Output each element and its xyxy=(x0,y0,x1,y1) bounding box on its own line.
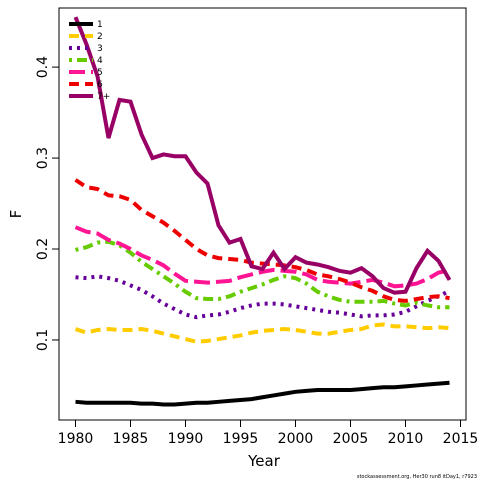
x-tick-label: 1980 xyxy=(58,431,94,447)
legend-label: 7+ xyxy=(97,92,110,102)
x-tick-label: 2010 xyxy=(388,431,424,447)
legend-label: 3 xyxy=(97,44,103,54)
legend-label: 6 xyxy=(97,80,103,90)
x-tick-label: 1985 xyxy=(113,431,149,447)
x-axis-label: Year xyxy=(247,452,281,470)
y-tick-label: 0.4 xyxy=(35,56,51,78)
footnote: stockassessment.org, Her30 run8 itDay1, … xyxy=(357,474,477,480)
y-tick-label: 0.1 xyxy=(35,329,51,351)
x-tick-label: 2005 xyxy=(333,431,369,447)
x-tick-label: 1995 xyxy=(223,431,259,447)
legend-label: 5 xyxy=(97,68,103,78)
series-line xyxy=(73,16,452,295)
x-tick-label: 2000 xyxy=(278,431,314,447)
y-tick-label: 0.3 xyxy=(35,147,51,169)
legend-label: 2 xyxy=(97,32,103,42)
series-line xyxy=(74,178,450,303)
y-tick-label: 0.2 xyxy=(35,238,51,260)
legend-label: 1 xyxy=(97,20,103,30)
y-axis-label: F xyxy=(7,210,25,219)
x-tick-label: 1990 xyxy=(168,431,204,447)
legend-label: 4 xyxy=(97,56,103,66)
series-line xyxy=(75,239,450,310)
series-line xyxy=(74,225,450,289)
series-line xyxy=(75,274,451,320)
series-line xyxy=(74,322,450,344)
plot-frame xyxy=(58,7,467,421)
x-tick-label: 2015 xyxy=(443,431,479,447)
series-line xyxy=(75,380,450,407)
